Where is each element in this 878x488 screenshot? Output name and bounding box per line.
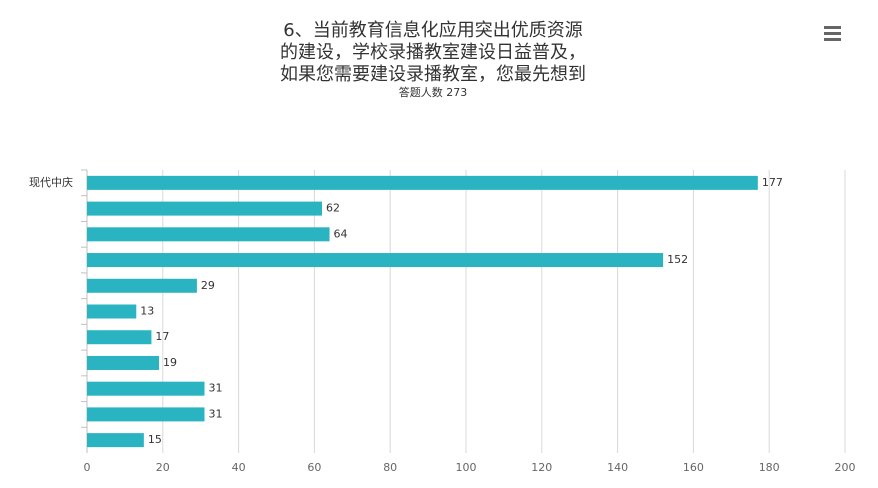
x-tick-label: 180 bbox=[759, 461, 780, 474]
value-label: 15 bbox=[148, 433, 162, 446]
y-tick-label: 现代中庆 bbox=[29, 175, 73, 189]
chart-title: 如果您需要建设录播教室，您最先想到 bbox=[280, 64, 586, 85]
chart-title: 6、当前教育信息化应用突出优质资源 bbox=[283, 20, 582, 41]
x-tick-label: 0 bbox=[84, 461, 91, 474]
bar bbox=[87, 201, 322, 216]
chart-title: 的建设，学校录播教室建设日益普及， bbox=[280, 42, 586, 63]
value-label: 31 bbox=[208, 382, 222, 395]
bar bbox=[87, 278, 197, 293]
value-label: 64 bbox=[334, 227, 348, 240]
value-label: 62 bbox=[326, 202, 340, 215]
x-tick-label: 80 bbox=[383, 461, 397, 474]
x-tick-label: 100 bbox=[456, 461, 477, 474]
bar bbox=[87, 381, 205, 396]
x-tick-label: 20 bbox=[156, 461, 170, 474]
x-tick-label: 40 bbox=[232, 461, 246, 474]
menu-bar bbox=[824, 38, 841, 41]
x-tick-label: 140 bbox=[607, 461, 628, 474]
value-label: 31 bbox=[208, 407, 222, 420]
bar bbox=[87, 175, 758, 190]
x-tick-label: 60 bbox=[307, 461, 321, 474]
menu-bar bbox=[824, 32, 841, 35]
bar bbox=[87, 433, 144, 448]
chart-subtitle: 答题人数 273 bbox=[399, 85, 468, 99]
value-label: 17 bbox=[155, 330, 169, 343]
x-tick-label: 160 bbox=[683, 461, 704, 474]
x-tick-label: 120 bbox=[531, 461, 552, 474]
bar bbox=[87, 407, 205, 422]
bar bbox=[87, 253, 664, 268]
value-label: 177 bbox=[762, 176, 783, 189]
value-label: 13 bbox=[140, 305, 154, 318]
bar bbox=[87, 227, 330, 242]
bar bbox=[87, 304, 137, 319]
menu-bar bbox=[824, 26, 841, 29]
value-label: 152 bbox=[667, 253, 688, 266]
bar bbox=[87, 355, 160, 370]
x-tick-label: 200 bbox=[835, 461, 856, 474]
value-label: 19 bbox=[163, 356, 177, 369]
bar bbox=[87, 330, 152, 345]
menu-icon[interactable] bbox=[824, 26, 841, 41]
value-label: 29 bbox=[201, 279, 215, 292]
